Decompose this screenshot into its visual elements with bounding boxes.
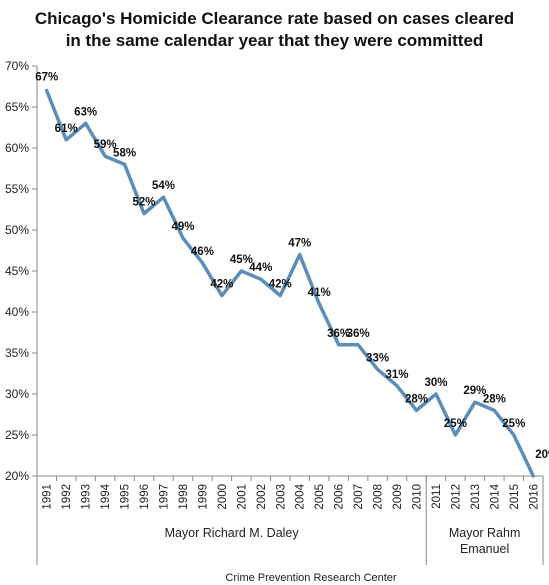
data-label: 36%	[327, 328, 350, 340]
chart-title-line-1: Chicago's Homicide Clearance rate based …	[34, 9, 515, 28]
y-tick-label: 20%	[5, 469, 29, 483]
data-label: 29%	[463, 385, 486, 397]
data-label: 46%	[191, 246, 214, 258]
homicide-clearance-line	[44, 88, 536, 478]
data-label: 58%	[113, 147, 136, 159]
x-tick-label: 1997	[159, 484, 171, 510]
y-tick-label: 35%	[5, 346, 29, 360]
y-tick-label: 45%	[5, 264, 29, 278]
x-tick-label: 2007	[353, 484, 365, 510]
y-tick-label: 70%	[5, 59, 29, 73]
x-tick-label: 2012	[450, 484, 462, 510]
data-label: 52%	[133, 197, 156, 209]
y-tick-label: 25%	[5, 428, 29, 442]
data-label: 54%	[152, 180, 175, 192]
data-label: 36%	[347, 328, 370, 340]
data-label: 41%	[308, 287, 331, 299]
x-tick-label: 1993	[81, 484, 93, 510]
x-tick-label: 2000	[217, 484, 229, 510]
x-tick-label: 2013	[470, 484, 482, 510]
x-tick-label: 1994	[100, 483, 112, 509]
mayor-group-label: Emanuel	[460, 542, 509, 556]
mayor-group-label: Mayor Richard M. Daley	[165, 526, 300, 540]
x-tick-label: 2005	[314, 484, 326, 510]
data-label: 67%	[35, 72, 58, 84]
x-tick-label: 1999	[197, 484, 209, 510]
data-label: 28%	[405, 393, 428, 405]
y-tick-label: 40%	[5, 305, 29, 319]
data-label: 33%	[366, 352, 389, 364]
y-tick-label: 50%	[5, 223, 29, 237]
chart-title-line-2: in the same calendar year that they were…	[65, 31, 484, 50]
x-tick-label: 2009	[392, 484, 404, 510]
x-tick-label: 2011	[431, 484, 443, 509]
data-label: 59%	[94, 139, 117, 151]
x-tick-label: 1998	[178, 484, 190, 510]
data-label: 45%	[230, 254, 253, 266]
y-tick-label: 55%	[5, 182, 29, 196]
source-label: Crime Prevention Research Center	[225, 572, 397, 584]
data-label: 25%	[502, 418, 525, 430]
data-label: 30%	[424, 377, 447, 389]
y-tick-label: 30%	[5, 387, 29, 401]
x-tick-label: 2006	[334, 484, 346, 510]
x-tick-label: 1992	[61, 484, 73, 510]
data-label: 63%	[74, 106, 97, 118]
x-tick-label: 2003	[275, 484, 287, 510]
data-label: 28%	[483, 393, 506, 405]
data-label: 25%	[444, 418, 467, 430]
data-label: 42%	[210, 279, 233, 291]
x-tick-label: 2001	[236, 484, 248, 510]
x-tick-label: 2014	[489, 483, 501, 509]
y-tick-label: 65%	[5, 100, 29, 114]
x-tick-label: 2004	[295, 483, 307, 509]
x-tick-label: 2008	[373, 484, 385, 510]
data-label: 47%	[288, 238, 311, 250]
x-tick-label: 1991	[42, 484, 54, 510]
data-label: 44%	[249, 262, 272, 274]
x-tick-label: 2016	[528, 484, 540, 510]
x-tick-label: 1996	[139, 484, 151, 510]
y-tick-label: 60%	[5, 141, 29, 155]
mayor-group-label: Mayor Rahm	[449, 526, 521, 540]
data-label: 42%	[269, 279, 292, 291]
x-tick-label: 2002	[256, 484, 268, 510]
data-label: 20%	[535, 449, 549, 461]
x-tick-label: 2010	[412, 484, 424, 510]
data-label: 49%	[171, 221, 194, 233]
data-label: 31%	[386, 369, 409, 381]
data-label: 61%	[55, 123, 78, 135]
x-tick-label: 1995	[120, 484, 132, 510]
x-tick-label: 2015	[509, 484, 521, 510]
